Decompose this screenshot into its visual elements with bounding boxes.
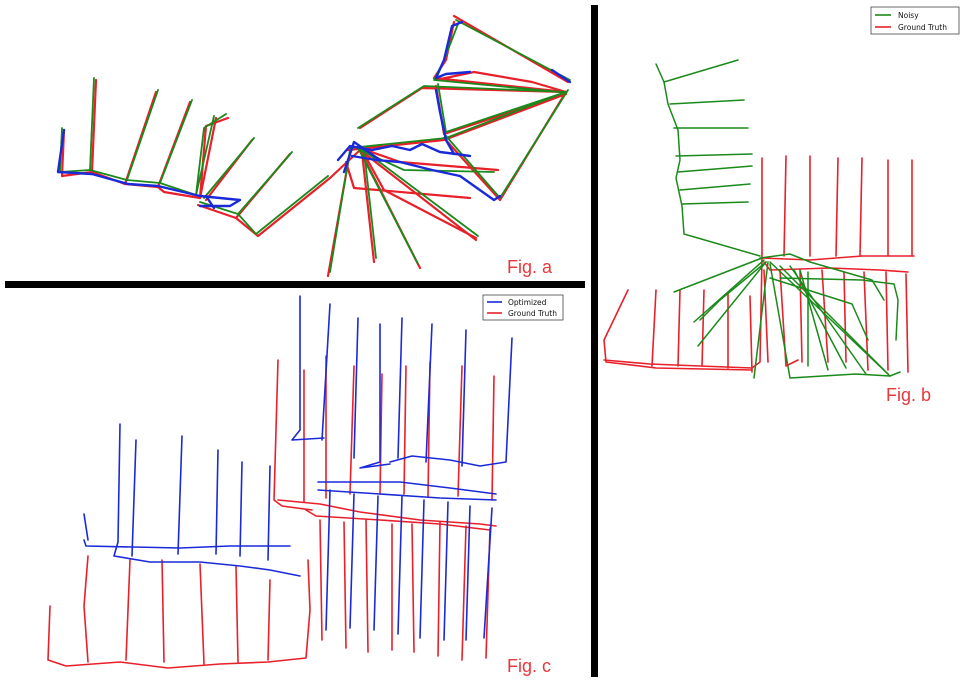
- panel-b-noisy: [655, 59, 901, 379]
- panel-a-ground-truth-left: [60, 78, 362, 238]
- panel-c-optimized: [83, 295, 513, 641]
- panel-b-legend-label-ground-truth: Ground Truth: [898, 23, 947, 32]
- panel-c: Optimized Ground Truth Fig. c: [47, 294, 564, 676]
- panel-c-legend-label-ground-truth: Ground Truth: [508, 309, 557, 318]
- vertical-divider: [591, 5, 598, 677]
- panel-a-optimized-right: [336, 20, 572, 202]
- panel-c-legend-box: [482, 294, 564, 321]
- panel-b-legend-box: [870, 6, 960, 35]
- panel-c-label: Fig. c: [507, 656, 551, 676]
- panel-b: Noisy Ground Truth Fig. b: [603, 6, 960, 405]
- horizontal-divider: [5, 281, 585, 288]
- panel-a-optimized-left: [56, 128, 242, 210]
- panel-c-legend-label-optimized: Optimized: [508, 298, 547, 307]
- panel-a-label: Fig. a: [507, 257, 553, 277]
- panel-c-legend: Optimized Ground Truth: [482, 294, 564, 321]
- panel-b-label: Fig. b: [886, 385, 931, 405]
- panel-b-legend-label-noisy: Noisy: [898, 11, 919, 20]
- panel-b-legend: Noisy Ground Truth: [870, 6, 960, 35]
- panel-a: Fig. a: [56, 14, 572, 278]
